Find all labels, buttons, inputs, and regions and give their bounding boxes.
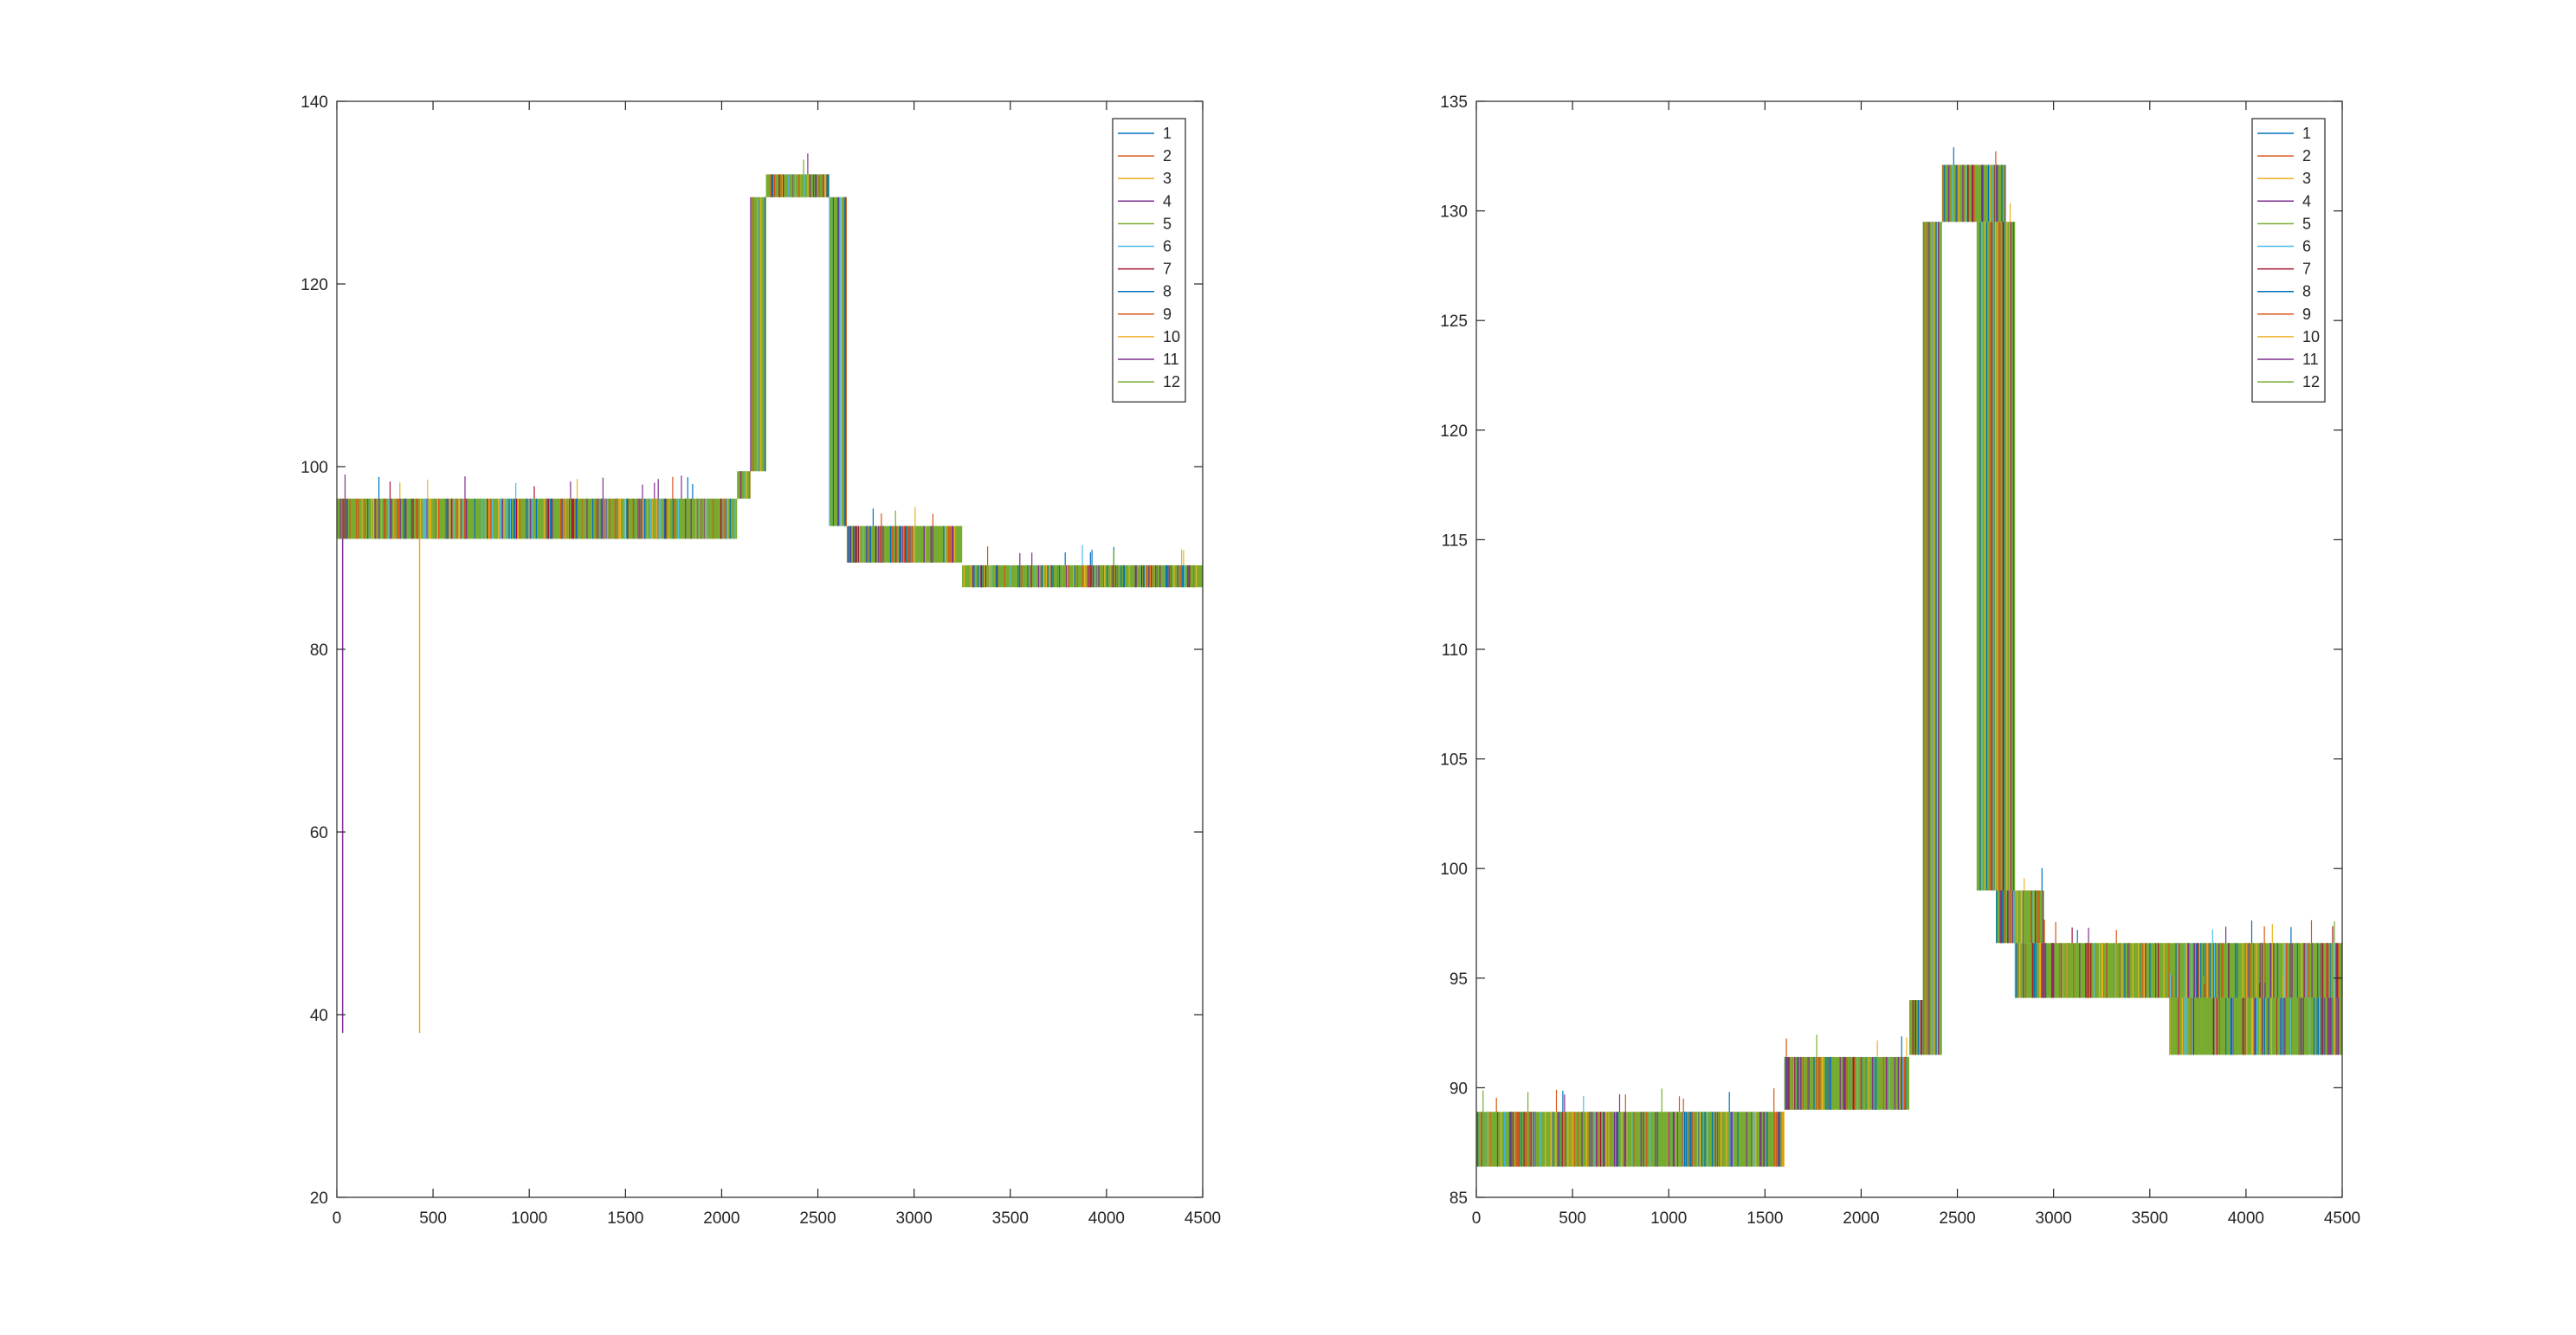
series-band-7 [2014, 919, 2342, 998]
legend-label: 9 [2302, 306, 2311, 323]
legend-label: 12 [1163, 373, 1180, 390]
y-tick-label: 135 [1440, 94, 1468, 112]
legend-label: 1 [1163, 125, 1172, 142]
y-tick-label: 20 [310, 1190, 328, 1208]
legend-label: 7 [2302, 261, 2311, 278]
legend-label: 2 [2302, 147, 2311, 164]
legend-label: 8 [2302, 283, 2311, 300]
x-tick-label: 2000 [1843, 1209, 1879, 1228]
legend-label: 3 [1163, 170, 1172, 187]
x-tick-label: 1000 [511, 1209, 547, 1228]
series-band-8 [2169, 974, 2342, 1055]
legend-label: 5 [2302, 215, 2311, 232]
y-tick-label: 80 [310, 642, 328, 660]
series-band-3 [765, 153, 830, 197]
x-tick-label: 0 [1472, 1209, 1482, 1228]
series-band-1 [1784, 1035, 1909, 1110]
x-tick-label: 500 [1559, 1209, 1586, 1228]
y-tick-label: 60 [310, 824, 328, 842]
y-tick-label: 120 [1440, 422, 1468, 441]
legend-label: 12 [2302, 373, 2320, 390]
x-tick-label: 4000 [1088, 1209, 1125, 1228]
x-tick-label: 3000 [2036, 1209, 2072, 1228]
x-tick-label: 500 [419, 1209, 447, 1228]
x-tick-label: 3000 [896, 1209, 933, 1228]
y-tick-label: 90 [1449, 1080, 1468, 1098]
plot-area [337, 153, 1203, 1034]
legend-label: 8 [1163, 283, 1172, 300]
x-tick-label: 0 [332, 1209, 342, 1228]
series-band-3 [1922, 222, 1942, 1055]
legend-label: 6 [2302, 238, 2311, 255]
legend-label: 3 [2302, 170, 2311, 187]
y-tick-label: 140 [300, 94, 328, 112]
x-tick-label: 1000 [1650, 1209, 1687, 1228]
legend-label: 4 [2302, 192, 2311, 210]
series-band-5 [1976, 203, 2016, 891]
legend-label: 10 [1163, 328, 1180, 345]
y-tick-label: 100 [1440, 861, 1468, 879]
series-band-6 [962, 545, 1203, 588]
y-tick-label: 125 [1440, 313, 1468, 331]
y-tick-label: 115 [1442, 532, 1468, 550]
series-band-2 [1909, 1000, 1923, 1055]
y-tick-label: 95 [1449, 971, 1468, 989]
legend-label: 2 [1163, 147, 1172, 164]
legend-label: 9 [1163, 306, 1172, 323]
series-band-5 [846, 506, 963, 563]
legend-label: 11 [1163, 351, 1179, 368]
y-tick-label: 130 [1440, 203, 1468, 222]
x-tick-label: 2500 [799, 1209, 836, 1228]
x-tick-label: 2500 [1939, 1209, 1975, 1228]
legend-label: 11 [2302, 351, 2319, 368]
x-tick-label: 2000 [703, 1209, 739, 1228]
y-tick-label: 105 [1440, 751, 1468, 770]
legend-label: 1 [2302, 125, 2311, 142]
legend-box [1112, 118, 1186, 403]
legend-label: 4 [1163, 192, 1172, 210]
legend-box [2251, 118, 2326, 403]
x-tick-label: 3500 [2132, 1209, 2168, 1228]
band-fill [765, 174, 830, 197]
y-tick-label: 120 [300, 276, 328, 294]
series-band-1 [737, 471, 751, 499]
right-chart: 0 500 1000 1500 2000 2500 3000 3500 4000 45008590… [1440, 94, 2360, 1228]
y-tick-label: 100 [300, 459, 328, 477]
legend-label: 7 [1163, 261, 1172, 278]
x-tick-label: 1500 [1746, 1209, 1783, 1228]
series-band-6 [1996, 867, 2044, 944]
x-tick-label: 1500 [607, 1209, 643, 1228]
plot-area [1476, 147, 2342, 1167]
legend-label: 10 [2302, 328, 2320, 345]
y-tick-label: 85 [1449, 1190, 1468, 1208]
series-band-0 [337, 474, 738, 539]
series-band-2 [750, 197, 767, 472]
y-tick-label: 40 [310, 1007, 328, 1025]
legend-label: 5 [1163, 215, 1172, 232]
series-band-4 [829, 197, 847, 526]
x-tick-label: 4500 [1185, 1209, 1221, 1228]
series-band-0 [1476, 1088, 1785, 1167]
x-tick-label: 4500 [2324, 1209, 2360, 1228]
left-chart: 0 500 1000 1500 2000 2500 3000 3500 4000 4500 20 40… [300, 94, 1221, 1228]
x-tick-label: 3500 [992, 1209, 1029, 1228]
band-fill [737, 471, 751, 499]
x-tick-label: 4000 [2228, 1209, 2264, 1228]
band-fill [337, 498, 738, 539]
legend-label: 6 [1163, 238, 1172, 255]
y-tick-label: 110 [1442, 642, 1468, 660]
series-band-4 [1941, 147, 2006, 222]
